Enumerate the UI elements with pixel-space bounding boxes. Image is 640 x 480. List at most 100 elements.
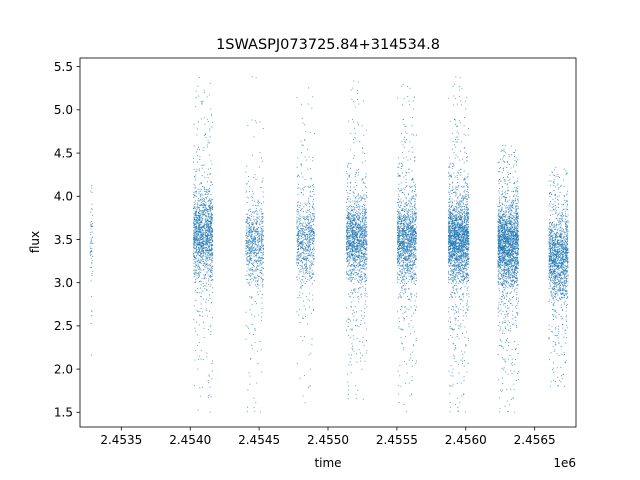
data-point bbox=[357, 99, 358, 101]
data-point bbox=[253, 200, 255, 202]
data-point bbox=[258, 278, 260, 280]
data-point bbox=[196, 211, 198, 212]
data-point bbox=[194, 289, 196, 291]
data-point bbox=[302, 275, 304, 277]
data-point bbox=[299, 294, 301, 296]
data-point bbox=[308, 156, 310, 158]
data-point bbox=[247, 406, 248, 408]
data-point bbox=[303, 234, 305, 236]
data-point bbox=[366, 226, 368, 228]
data-point bbox=[350, 244, 351, 245]
data-point bbox=[255, 247, 257, 249]
data-point bbox=[346, 217, 348, 219]
data-point bbox=[358, 275, 360, 277]
data-point bbox=[310, 243, 311, 245]
data-point bbox=[399, 309, 401, 310]
data-point bbox=[208, 199, 210, 201]
data-point bbox=[210, 222, 211, 224]
data-point bbox=[261, 239, 263, 241]
data-point bbox=[257, 280, 259, 281]
data-point bbox=[198, 268, 200, 270]
data-point bbox=[261, 229, 263, 231]
data-point bbox=[198, 121, 200, 123]
data-point bbox=[363, 239, 365, 241]
data-point bbox=[195, 216, 197, 218]
data-point bbox=[411, 238, 413, 240]
data-point bbox=[352, 220, 354, 221]
data-point bbox=[347, 166, 349, 168]
data-point bbox=[298, 248, 300, 250]
data-point bbox=[249, 285, 251, 287]
data-point bbox=[249, 186, 251, 188]
data-point bbox=[199, 341, 201, 343]
data-point bbox=[201, 217, 203, 219]
data-point bbox=[346, 228, 348, 230]
data-point bbox=[201, 227, 203, 229]
data-point bbox=[398, 241, 400, 243]
data-point bbox=[366, 234, 368, 236]
data-point bbox=[301, 243, 303, 245]
data-point bbox=[349, 222, 351, 224]
data-point bbox=[361, 232, 363, 234]
data-point bbox=[302, 293, 304, 295]
data-point bbox=[199, 242, 201, 244]
data-point bbox=[353, 224, 355, 225]
data-point bbox=[300, 271, 302, 273]
data-point bbox=[398, 267, 400, 269]
data-point bbox=[298, 274, 300, 276]
data-point bbox=[205, 216, 207, 218]
data-point bbox=[257, 258, 259, 260]
data-point bbox=[310, 278, 312, 280]
data-point bbox=[365, 220, 366, 222]
data-point bbox=[353, 219, 355, 221]
data-point bbox=[250, 358, 252, 359]
data-point bbox=[303, 210, 305, 212]
data-point bbox=[193, 253, 194, 255]
data-point bbox=[302, 240, 304, 241]
data-point bbox=[248, 224, 250, 226]
data-point bbox=[205, 259, 207, 261]
data-point bbox=[346, 307, 348, 309]
data-point bbox=[299, 205, 301, 207]
data-point bbox=[350, 229, 351, 231]
data-point bbox=[355, 225, 357, 227]
data-point bbox=[405, 263, 407, 265]
data-point bbox=[209, 275, 211, 277]
data-point bbox=[195, 232, 197, 234]
data-point bbox=[356, 226, 358, 228]
data-point bbox=[350, 220, 351, 222]
data-point bbox=[347, 221, 348, 223]
data-point bbox=[351, 354, 353, 356]
data-point bbox=[249, 232, 250, 234]
data-point bbox=[200, 101, 202, 103]
data-point bbox=[412, 117, 413, 119]
data-point bbox=[403, 274, 405, 276]
data-point bbox=[306, 256, 308, 258]
data-point bbox=[203, 211, 204, 213]
data-point bbox=[258, 275, 259, 277]
data-point bbox=[364, 204, 366, 206]
data-point bbox=[364, 177, 366, 179]
data-point bbox=[89, 243, 91, 245]
data-point bbox=[360, 256, 362, 258]
data-point bbox=[313, 219, 315, 220]
plot-background bbox=[80, 58, 576, 427]
data-point bbox=[349, 336, 351, 338]
data-point bbox=[346, 274, 348, 276]
data-point bbox=[360, 250, 362, 252]
data-point bbox=[348, 385, 350, 387]
data-point bbox=[208, 252, 210, 253]
data-point bbox=[210, 216, 212, 218]
data-point bbox=[299, 291, 301, 293]
data-point bbox=[407, 249, 409, 251]
data-point bbox=[312, 205, 313, 207]
data-point bbox=[362, 219, 363, 221]
data-point bbox=[248, 228, 250, 229]
data-point bbox=[358, 250, 360, 252]
data-point bbox=[205, 285, 207, 287]
data-point bbox=[199, 188, 201, 190]
data-point bbox=[258, 201, 260, 203]
data-point bbox=[356, 252, 358, 253]
data-point bbox=[259, 258, 261, 260]
data-point bbox=[352, 214, 354, 216]
